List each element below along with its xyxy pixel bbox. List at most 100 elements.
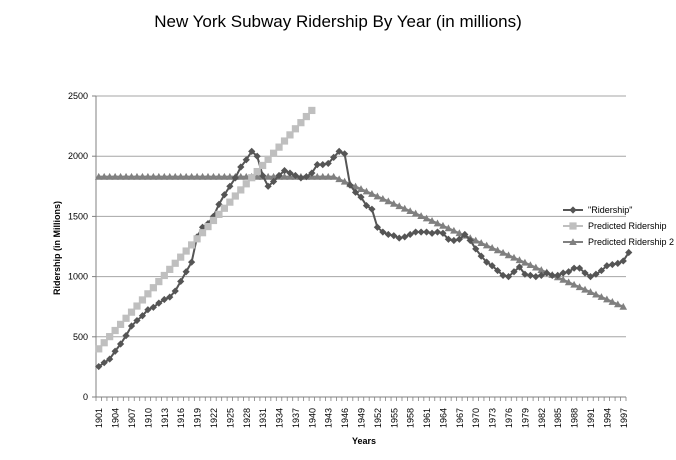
data-point-ridership xyxy=(592,270,600,278)
data-point-ridership xyxy=(166,293,174,301)
x-tick-label: 1982 xyxy=(537,408,547,428)
x-tick-label: 1940 xyxy=(307,408,317,428)
data-point-predicted2 xyxy=(215,172,223,180)
data-point-ridership xyxy=(466,236,474,245)
legend-label: Predicted Ridership 2 xyxy=(588,237,674,247)
data-point-ridership xyxy=(586,273,595,281)
x-tick-label: 1910 xyxy=(143,408,153,428)
data-point-ridership xyxy=(133,316,141,325)
data-point-predicted2 xyxy=(204,172,212,180)
data-point-predicted2 xyxy=(510,253,518,261)
legend-label: Predicted Ridership xyxy=(588,221,667,231)
data-point-predicted2 xyxy=(176,172,185,180)
data-point-ridership xyxy=(575,264,584,272)
data-point-predicted2 xyxy=(482,241,491,249)
x-tick-label: 1970 xyxy=(471,408,481,428)
data-point-predicted xyxy=(127,308,136,316)
data-point-ridership xyxy=(581,269,589,277)
data-point-predicted2 xyxy=(116,172,125,180)
data-point-ridership xyxy=(597,266,606,275)
data-point-ridership xyxy=(362,201,371,210)
data-point-predicted xyxy=(111,326,119,335)
data-point-predicted xyxy=(177,253,185,261)
data-point-ridership xyxy=(215,200,223,208)
data-point-predicted xyxy=(209,216,218,225)
data-point-predicted2 xyxy=(373,192,382,200)
x-tick-label: 1985 xyxy=(553,408,563,428)
x-tick-label: 1943 xyxy=(324,408,334,428)
data-point-ridership xyxy=(395,234,403,242)
data-point-ridership xyxy=(548,271,556,279)
data-point-predicted2 xyxy=(187,172,196,180)
data-point-predicted2 xyxy=(488,244,496,251)
data-point-ridership xyxy=(570,264,578,272)
data-point-predicted xyxy=(248,174,256,182)
data-point-predicted2 xyxy=(193,172,201,180)
data-point-ridership xyxy=(242,156,250,164)
data-point-predicted xyxy=(166,265,174,273)
series xyxy=(94,106,633,371)
data-point-predicted xyxy=(253,167,261,176)
data-point-ridership xyxy=(269,177,278,186)
data-point-ridership xyxy=(608,260,616,269)
data-point-ridership xyxy=(390,232,398,240)
data-point-predicted xyxy=(220,204,229,212)
data-point-predicted xyxy=(297,119,305,127)
data-point-ridership xyxy=(286,169,294,177)
data-point-ridership xyxy=(231,174,239,182)
data-point-predicted2 xyxy=(340,177,349,185)
data-point-ridership xyxy=(313,161,321,169)
data-point-ridership xyxy=(324,159,332,168)
data-point-ridership xyxy=(127,322,136,330)
data-point-predicted2 xyxy=(521,258,529,266)
data-point-predicted xyxy=(193,235,201,243)
data-point-predicted xyxy=(182,247,190,255)
data-point-predicted xyxy=(188,241,196,249)
data-point-ridership xyxy=(264,182,272,190)
legend-marker xyxy=(569,238,577,246)
x-tick-label: 1973 xyxy=(488,408,498,428)
data-point-predicted xyxy=(302,112,310,121)
x-tick-label: 1979 xyxy=(520,408,530,428)
data-point-predicted xyxy=(231,192,239,200)
data-point-predicted2 xyxy=(105,172,114,180)
data-point-ridership xyxy=(614,259,622,267)
data-point-predicted xyxy=(269,149,278,157)
data-point-ridership xyxy=(100,359,108,367)
data-point-predicted2 xyxy=(422,214,431,222)
data-point-predicted2 xyxy=(444,224,453,232)
x-axis-title: Years xyxy=(352,436,376,446)
data-point-predicted2 xyxy=(209,172,218,180)
x-tick-label: 1949 xyxy=(357,408,367,428)
data-point-ridership xyxy=(357,193,365,201)
axes xyxy=(95,96,626,398)
data-point-predicted2 xyxy=(471,236,480,244)
data-point-ridership xyxy=(483,258,491,266)
data-point-predicted2 xyxy=(351,182,360,190)
data-point-predicted2 xyxy=(236,172,245,180)
x-tick-label: 1934 xyxy=(275,408,285,428)
data-point-ridership xyxy=(412,228,420,236)
data-point-ridership xyxy=(537,271,545,279)
data-point-ridership xyxy=(543,269,551,277)
data-point-ridership xyxy=(401,233,409,241)
data-point-ridership xyxy=(182,268,190,276)
data-point-predicted xyxy=(264,155,272,163)
legend-item-predicted: Predicted Ridership xyxy=(563,221,667,231)
data-point-ridership xyxy=(499,271,507,279)
data-point-ridership xyxy=(308,169,316,177)
x-tick-label: 1916 xyxy=(176,408,186,428)
data-point-predicted xyxy=(122,314,130,322)
data-point-predicted xyxy=(100,339,108,347)
data-point-predicted xyxy=(160,271,168,280)
data-point-predicted2 xyxy=(198,172,207,180)
x-tick-label: 1937 xyxy=(291,408,301,428)
data-point-predicted2 xyxy=(559,275,567,283)
data-point-ridership xyxy=(379,228,387,236)
series-predicted xyxy=(95,106,316,353)
y-tick-label: 2500 xyxy=(68,91,88,101)
x-tick-label: 1964 xyxy=(438,408,448,428)
x-tick-label: 1967 xyxy=(455,408,465,428)
data-point-predicted xyxy=(259,161,267,170)
x-tick-label: 1931 xyxy=(258,408,268,428)
